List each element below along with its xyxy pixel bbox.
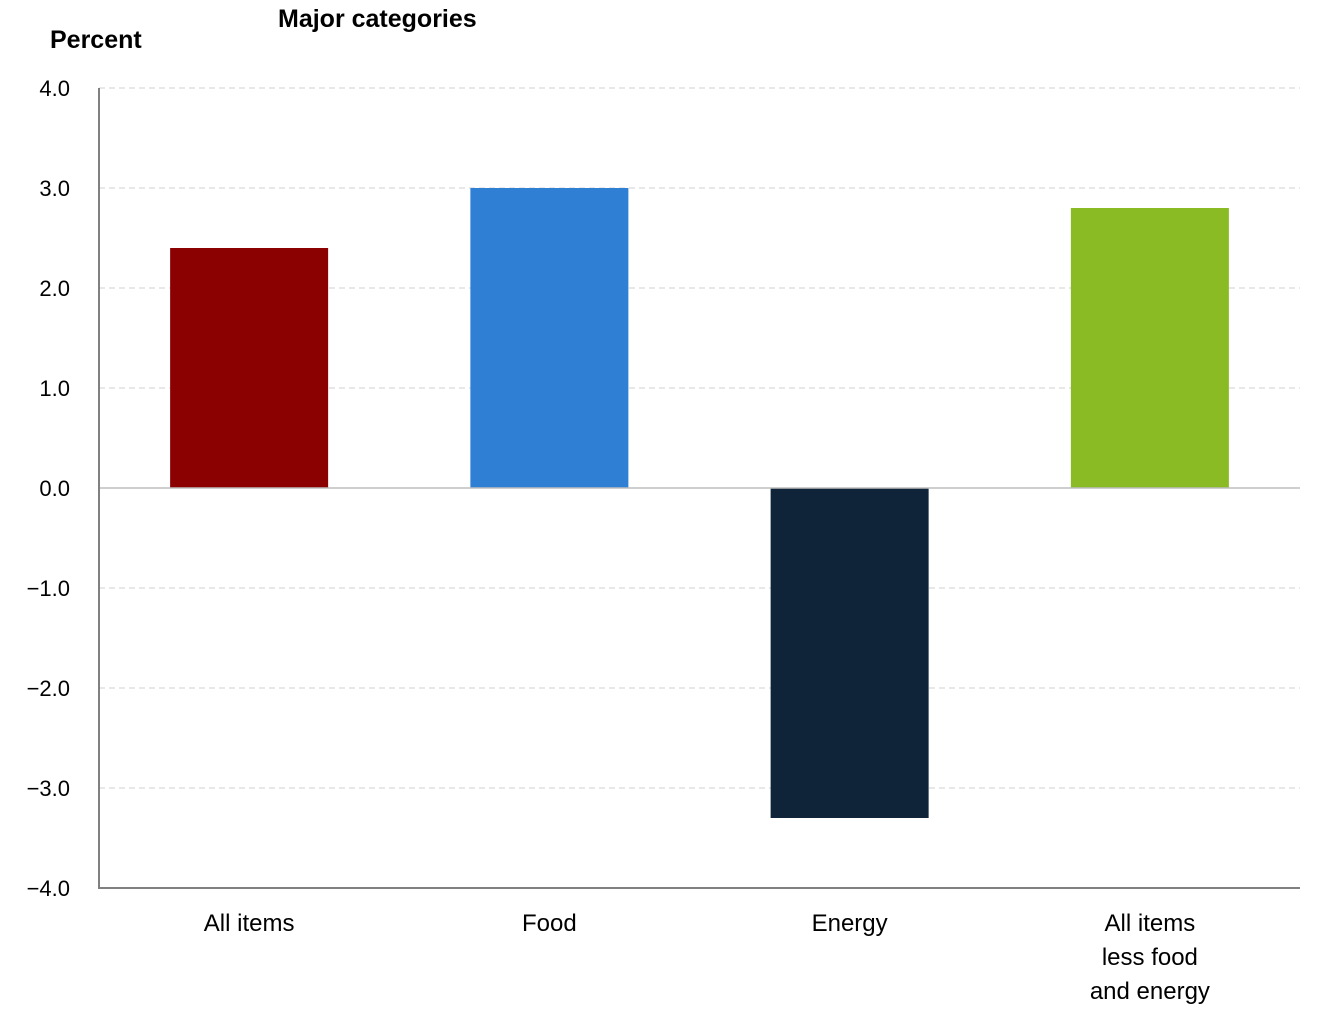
- y-tick-label: 0.0: [39, 476, 70, 501]
- y-tick-label: −2.0: [27, 676, 70, 701]
- y-tick-label: 3.0: [39, 176, 70, 201]
- chart-title: Major categories: [278, 5, 477, 33]
- category-label: Energy: [812, 910, 888, 937]
- y-tick-label: 1.0: [39, 376, 70, 401]
- bar: [1070, 208, 1229, 488]
- category-label: All items: [1105, 910, 1196, 937]
- category-label: and energy: [1090, 978, 1210, 1005]
- y-tick-label: 2.0: [39, 276, 70, 301]
- bar: [170, 248, 329, 488]
- category-label: All items: [204, 910, 295, 937]
- bar: [470, 188, 629, 488]
- category-label: less food: [1102, 944, 1198, 971]
- y-tick-labels: 4.0 3.0 2.0 1.0 0.0 −1.0 −2.0 −3.0 −4.0: [27, 76, 70, 901]
- y-tick-label: −1.0: [27, 576, 70, 601]
- category-label: Food: [522, 910, 577, 937]
- y-tick-label: −4.0: [27, 876, 70, 901]
- bars: [170, 188, 1229, 818]
- category-labels: All items Food Energy All items less food and…: [204, 910, 1210, 1005]
- axes: [98, 88, 1300, 889]
- bar: [770, 488, 929, 818]
- y-tick-label: −3.0: [27, 776, 70, 801]
- y-axis-label: Percent: [50, 26, 142, 54]
- y-tick-label: 4.0: [39, 76, 70, 101]
